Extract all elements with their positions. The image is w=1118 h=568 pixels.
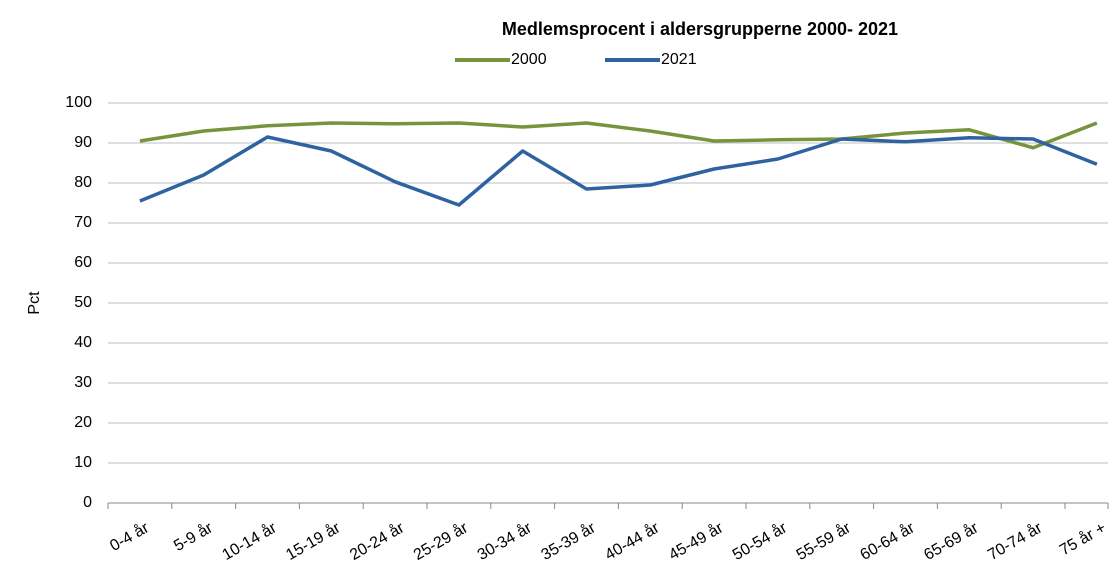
x-tick-label: 35-39 år — [538, 518, 599, 564]
y-tick-label: 100 — [65, 94, 92, 111]
y-tick-label: 60 — [74, 254, 92, 271]
y-tick-label: 40 — [74, 334, 92, 351]
legend-label: 2000 — [511, 51, 547, 68]
x-tick-label: 25-29 år — [410, 518, 471, 564]
x-tick-label: 65-69 år — [921, 518, 982, 564]
x-tick-label: 5-9 år — [171, 518, 217, 555]
y-tick-label: 10 — [74, 454, 92, 471]
y-axis-label: Pct — [26, 291, 43, 315]
x-tick-label: 15-19 år — [283, 518, 344, 564]
x-tick-label: 40-44 år — [602, 518, 663, 564]
x-tick-label: 50-54 år — [729, 518, 790, 564]
series-line — [139, 135, 1098, 207]
x-tick-label: 45-49 år — [666, 518, 727, 564]
series-line — [139, 121, 1098, 150]
y-tick-label: 0 — [83, 494, 92, 511]
x-tick-label: 55-59 år — [793, 518, 854, 564]
y-tick-label: 90 — [74, 134, 92, 151]
x-tick-label: 60-64 år — [857, 518, 918, 564]
x-tick-label: 10-14 år — [219, 518, 280, 564]
x-tick-label: 20-24 år — [347, 518, 408, 564]
x-tick-label: 75 år + — [1056, 519, 1109, 560]
x-tick-label: 0-4 år — [107, 518, 153, 555]
y-tick-label: 30 — [74, 374, 92, 391]
y-tick-label: 70 — [74, 214, 92, 231]
legend-label: 2021 — [661, 51, 697, 68]
x-tick-label: 30-34 år — [474, 518, 535, 564]
y-tick-label: 50 — [74, 294, 92, 311]
chart-title: Medlemsprocent i aldersgrupperne 2000- 2… — [502, 19, 898, 39]
y-tick-label: 80 — [74, 174, 92, 191]
y-tick-label: 20 — [74, 414, 92, 431]
x-tick-label: 70-74 år — [985, 518, 1046, 564]
